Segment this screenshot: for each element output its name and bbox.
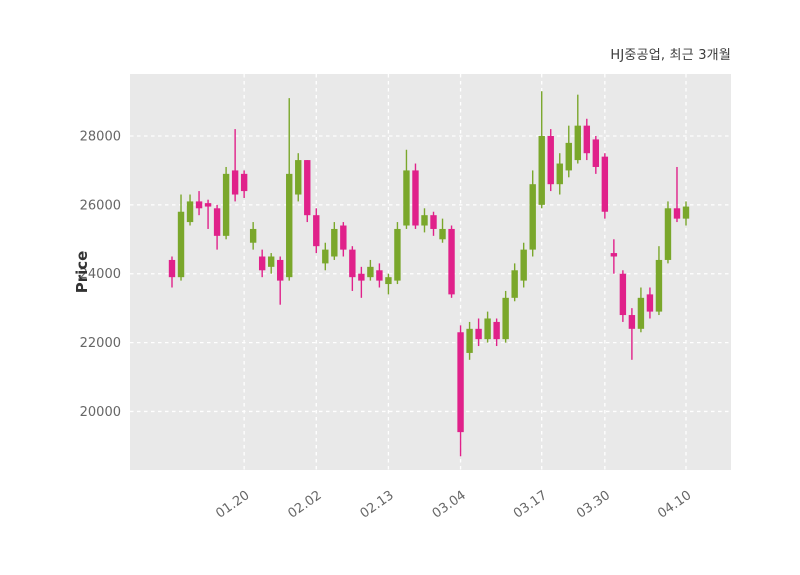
candle-body-up — [655, 259, 663, 312]
candle-body-down — [673, 208, 681, 219]
candle-body-down — [457, 332, 464, 433]
candle-body-down — [619, 273, 627, 316]
candle-body-up — [565, 142, 572, 171]
candle-body-down — [240, 173, 248, 192]
candle-body-down — [628, 315, 636, 329]
plot-background — [130, 74, 731, 470]
candle-body-down — [376, 270, 383, 281]
candle-body-up — [249, 228, 257, 243]
candle-body-down — [349, 249, 356, 278]
candle-body-up — [295, 160, 302, 195]
y-axis-label: Price — [73, 250, 91, 294]
chart-title: HJ중공업, 최근 3개월 — [610, 48, 731, 63]
candle-body-down — [258, 256, 266, 271]
candle-body-down — [448, 228, 455, 295]
x-tick-label: 03.04 — [430, 488, 469, 522]
x-tick-label: 02.02 — [285, 488, 324, 522]
x-tick-label: 02.13 — [358, 488, 397, 522]
candle-body-up — [177, 211, 185, 278]
candle-body-down — [475, 328, 482, 340]
candle-body-up — [466, 328, 473, 353]
candle-body-up — [222, 173, 230, 236]
candle-body-down — [231, 170, 239, 195]
candle-body-down — [204, 203, 212, 207]
candle-body-down — [340, 225, 347, 250]
candle-body-down — [313, 215, 320, 247]
candle-body-up — [331, 228, 338, 257]
candle-body-down — [646, 294, 654, 312]
candle-body-up — [267, 256, 275, 267]
x-tick-label: 04.10 — [655, 488, 694, 522]
candle-body-up — [538, 135, 545, 205]
candle-body-up — [394, 228, 401, 281]
candle-body-up — [421, 215, 428, 226]
candle-body-up — [385, 277, 392, 285]
candle-body-down — [430, 215, 437, 229]
candle-body-down — [547, 135, 554, 185]
candle-body-down — [304, 160, 311, 216]
candle-body-down — [592, 139, 600, 167]
candle-body-up — [186, 201, 194, 223]
y-tick-label: 22000 — [80, 336, 121, 351]
candle-body-down — [213, 208, 221, 236]
candle-body-up — [484, 318, 491, 340]
y-tick-label: 24000 — [80, 267, 121, 282]
candle-body-up — [502, 297, 509, 340]
candle-body-up — [511, 270, 518, 298]
candle-body-up — [637, 297, 645, 329]
y-tick-label: 20000 — [80, 405, 121, 420]
candle-body-up — [682, 206, 690, 219]
candle-body-up — [664, 208, 672, 260]
candle-body-down — [493, 321, 500, 340]
candle-body-up — [529, 184, 536, 250]
candle-body-up — [367, 266, 374, 278]
candle-body-down — [583, 125, 591, 154]
candle-body-up — [403, 170, 410, 226]
candle-body-up — [556, 163, 563, 185]
candle-body-up — [322, 249, 329, 264]
candle-body-up — [439, 228, 446, 240]
candle-body-up — [520, 249, 527, 281]
candle-body-up — [574, 125, 581, 161]
candle-body-down — [195, 201, 203, 209]
x-tick-label: 03.30 — [574, 488, 613, 522]
candle-body-down — [601, 156, 609, 212]
candle-body-down — [610, 253, 618, 257]
candle-body-down — [168, 259, 176, 278]
x-tick-label: 03.17 — [511, 488, 550, 522]
y-tick-label: 26000 — [80, 198, 121, 213]
x-tick-label: 01.20 — [213, 488, 252, 522]
candle-body-down — [358, 273, 365, 281]
candle-body-up — [286, 173, 293, 278]
candle-body-down — [412, 170, 419, 226]
y-tick-label: 28000 — [80, 129, 121, 144]
candle-body-down — [277, 259, 284, 281]
